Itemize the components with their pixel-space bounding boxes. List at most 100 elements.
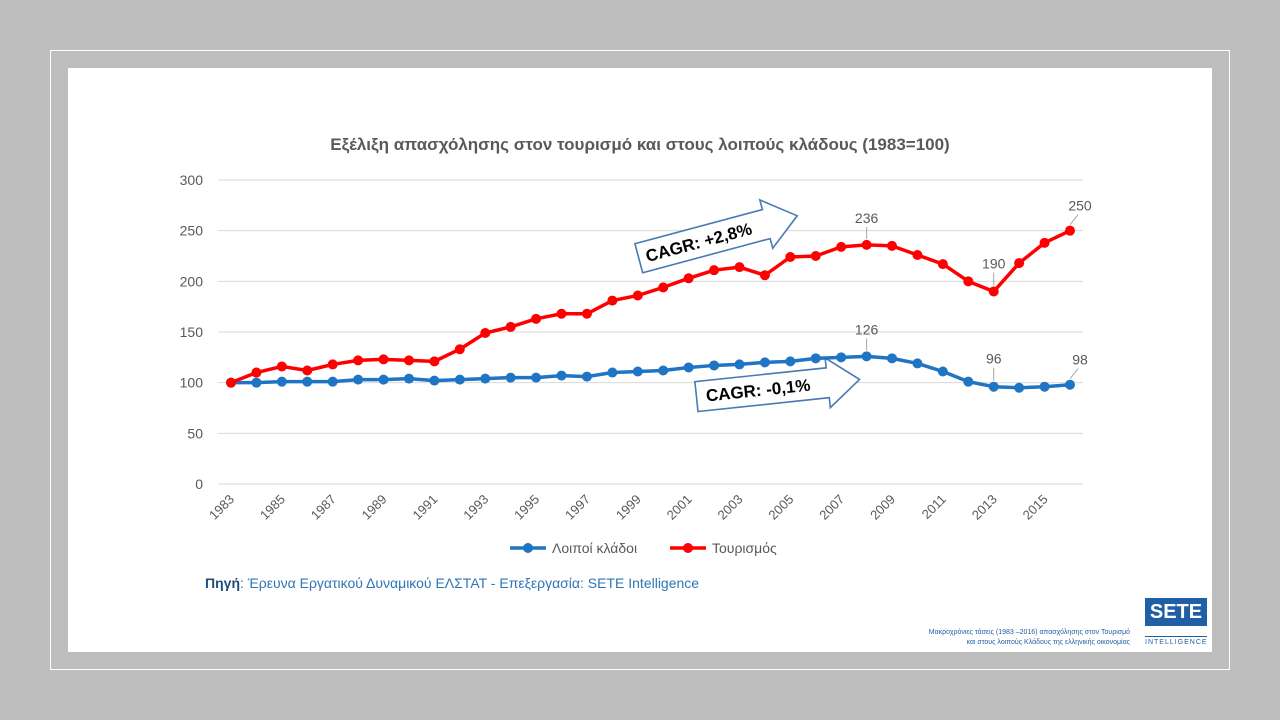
- data-point: [353, 374, 364, 385]
- data-point: [963, 376, 974, 387]
- data-point: [302, 365, 313, 376]
- data-point: [429, 356, 440, 367]
- data-point: [505, 321, 516, 332]
- source-text: : Έρευνα Εργατικού Δυναμικού ΕΛΣΤΑΤ - Επ…: [240, 575, 700, 591]
- data-point: [709, 360, 720, 371]
- source-label: Πηγή: [205, 575, 240, 591]
- data-point: [810, 251, 821, 261]
- x-tick-label: 2007: [816, 492, 847, 523]
- x-tick-label: 1989: [359, 492, 390, 523]
- data-point: [836, 241, 847, 252]
- data-point: [276, 361, 287, 372]
- sete-logo: SETE INTELLIGENCE: [1145, 598, 1207, 646]
- data-point: [759, 357, 770, 368]
- legend: Λοιποί κλάδοι Τουρισμός: [510, 540, 777, 556]
- data-point: [607, 295, 618, 306]
- cagr-arrow-shape: [633, 198, 799, 274]
- chart-title: Εξέλιξη απασχόλησης στον τουρισμό και στ…: [330, 135, 950, 154]
- legend-swatch-marker: [523, 543, 533, 553]
- data-point: [785, 356, 796, 367]
- data-point: [632, 366, 643, 377]
- x-tick-label: 1993: [460, 492, 491, 523]
- y-tick-label: 150: [180, 324, 204, 340]
- data-point: [302, 376, 313, 387]
- data-labels: 126 96 98 236 190 250: [855, 198, 1092, 381]
- slide-frame: [50, 50, 1230, 670]
- data-point: [1039, 381, 1050, 392]
- data-point: [251, 377, 262, 388]
- data-point: [505, 372, 516, 383]
- source-note: Πηγή: Έρευνα Εργατικού Δυναμικού ΕΛΣΤΑΤ …: [205, 575, 699, 591]
- data-point: [226, 377, 236, 388]
- cagr-arrow: CAGR: -0,1%: [694, 356, 861, 413]
- y-tick-label: 0: [195, 476, 203, 492]
- data-point: [531, 313, 542, 324]
- data-point: [581, 371, 592, 382]
- y-tick-label: 100: [180, 375, 204, 391]
- data-point: [988, 381, 999, 392]
- data-point: [429, 375, 440, 386]
- data-point: [887, 353, 898, 364]
- y-axis-ticks: 0 50 100 150 200 250 300: [180, 172, 204, 492]
- footer-note-line2: και στους λοιπούς Κλάδους της ελληνικής …: [966, 639, 1130, 646]
- data-point: [480, 373, 491, 384]
- data-point: [1065, 379, 1075, 390]
- data-point: [734, 262, 745, 273]
- data-point: [810, 353, 821, 364]
- data-point: [454, 344, 465, 355]
- data-point: [556, 370, 567, 381]
- cagr-arrow-shape: [694, 356, 861, 413]
- data-point: [353, 355, 364, 366]
- data-point: [403, 355, 414, 366]
- data-point: [480, 328, 491, 339]
- data-label: 96: [986, 351, 1002, 367]
- data-point: [937, 259, 948, 270]
- data-point: [912, 358, 923, 369]
- data-point: [658, 282, 669, 293]
- data-point: [276, 376, 287, 387]
- data-point: [531, 372, 542, 383]
- x-tick-label: 1995: [511, 492, 542, 523]
- data-point: [327, 359, 338, 370]
- data-point: [327, 376, 338, 387]
- data-point: [403, 373, 414, 384]
- data-point: [683, 273, 694, 284]
- x-tick-label: 1987: [308, 492, 339, 523]
- slide-canvas: [68, 68, 1212, 652]
- data-point: [759, 270, 770, 281]
- x-tick-label: 1985: [257, 492, 288, 523]
- logo-subtitle: INTELLIGENCE: [1145, 636, 1207, 646]
- x-tick-label: 1991: [409, 492, 440, 523]
- data-label-leader: [1069, 368, 1079, 380]
- data-label: 236: [855, 210, 879, 226]
- data-label: 126: [855, 321, 879, 337]
- y-tick-label: 200: [180, 273, 204, 289]
- data-label: 250: [1068, 198, 1092, 214]
- data-point: [454, 374, 465, 385]
- data-point: [861, 351, 872, 362]
- x-tick-label: 2009: [867, 492, 898, 523]
- x-tick-label: 2011: [919, 492, 949, 522]
- x-axis-ticks: 1983 1985 1987 1989 1991 1993 1995 1997 1999 2001…: [206, 492, 1051, 523]
- data-point: [785, 252, 796, 263]
- data-point: [988, 286, 999, 297]
- data-point: [1014, 382, 1025, 393]
- x-tick-label: 2015: [1020, 492, 1051, 523]
- data-point: [963, 276, 974, 287]
- data-point: [1065, 225, 1075, 236]
- data-point: [581, 308, 592, 319]
- legend-label: Λοιποί κλάδοι: [552, 540, 637, 556]
- data-point: [1039, 237, 1050, 248]
- data-point: [632, 290, 643, 301]
- footer-note: Μακροχρόνιες τάσεις (1983 –2016) απασχόλ…: [800, 628, 1130, 648]
- x-tick-label: 1997: [562, 492, 593, 523]
- data-point: [1014, 258, 1025, 269]
- data-point: [607, 367, 618, 378]
- x-tick-label: 2003: [715, 492, 746, 523]
- data-label: 98: [1072, 352, 1088, 368]
- gridlines: [218, 179, 1083, 485]
- data-point: [912, 249, 923, 260]
- data-point: [658, 365, 669, 376]
- legend-swatch-marker: [683, 543, 693, 553]
